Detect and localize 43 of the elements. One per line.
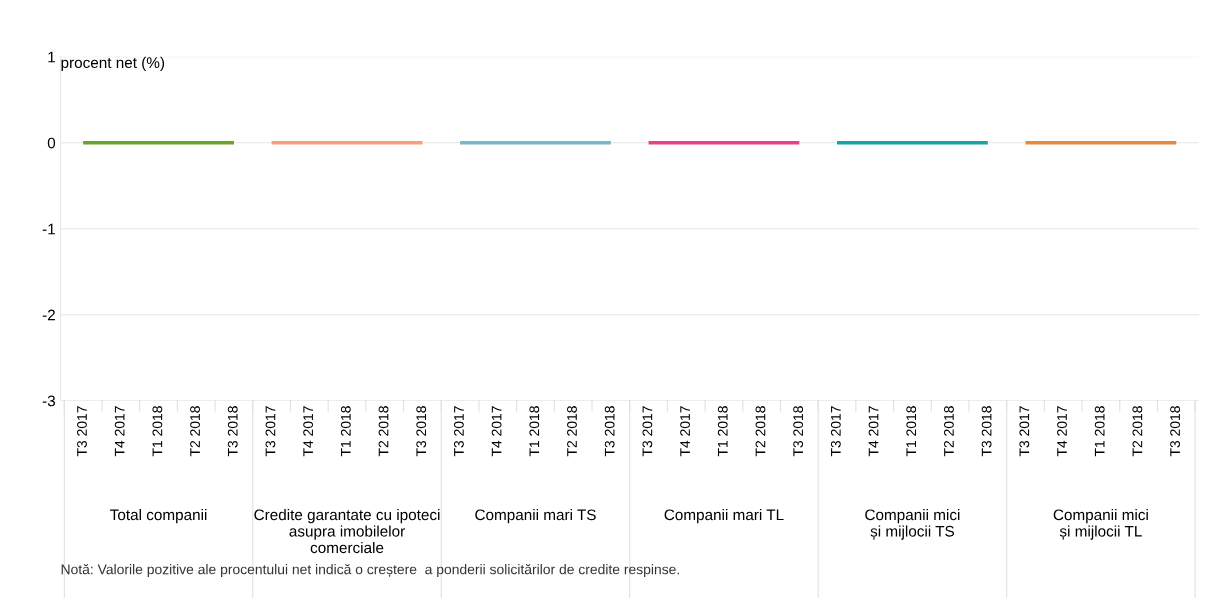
x-tick-label: T3 2018 [981,406,992,457]
text: Companii mari TL [664,508,784,524]
x-tick-label: T1 2018 [340,406,351,457]
x-tick-label: T4 2017 [680,406,690,457]
y-tick-label: -3 [42,395,56,407]
y-tick-label: 0 [47,137,56,149]
x-tick-label: T4 2017 [303,406,314,457]
y-tick-label: -2 [42,309,55,321]
x-tick-label: T3 2017 [265,406,276,457]
text: Total companii [110,508,207,524]
x-tick-label: T4 2017 [868,406,879,457]
x-tick-label: T3 2017 [642,406,653,457]
x-tick-label: T2 2018 [944,406,954,457]
x-tick-label: T3 2018 [227,406,238,457]
x-tick-label: T3 2018 [793,406,804,457]
text: Companii mici și mijlocii TL [1053,508,1148,540]
x-tick-label: T1 2018 [1094,406,1105,457]
x-tick-label: T2 2018 [567,406,577,457]
text: Companii mici și mijlocii TS [865,508,960,540]
x-tick-label: T1 2018 [529,406,540,457]
x-tick-label: T1 2018 [152,406,163,457]
x-tick-label: T3 2017 [453,406,464,457]
x-tick-label: T1 2018 [717,406,728,457]
x-tick-label: T4 2017 [491,406,502,457]
y-tick-label: -1 [42,223,55,235]
x-tick-label: T3 2017 [830,406,841,457]
x-tick-label: T2 2018 [1132,406,1143,457]
y-tick-label: 1 [48,51,55,63]
x-tick-label: T3 2017 [1019,406,1030,457]
text: Notă: Valorile pozitive ale procentului net indică o creștere a ponderii solicitărilor de credite respinse. [61,563,679,578]
x-tick-label: T4 2017 [1057,406,1067,457]
x-tick-label: T1 2018 [906,406,917,457]
x-tick-label: T2 2018 [190,406,200,457]
x-tick-label: T3 2017 [77,406,87,457]
x-tick-label: T4 2017 [114,406,125,457]
text: Credite garantate cu ipoteci asupra imobilelor comerciale [254,508,440,554]
x-tick-label: T3 2018 [1170,406,1180,457]
y-axis-title: procent net (%) [61,56,165,72]
x-tick-label: T3 2018 [416,406,427,457]
x-tick-label: T3 2018 [604,406,615,457]
x-tick-label: T2 2018 [378,406,389,457]
x-tick-label: T2 2018 [755,406,766,457]
text: Companii mari TS [475,508,596,524]
